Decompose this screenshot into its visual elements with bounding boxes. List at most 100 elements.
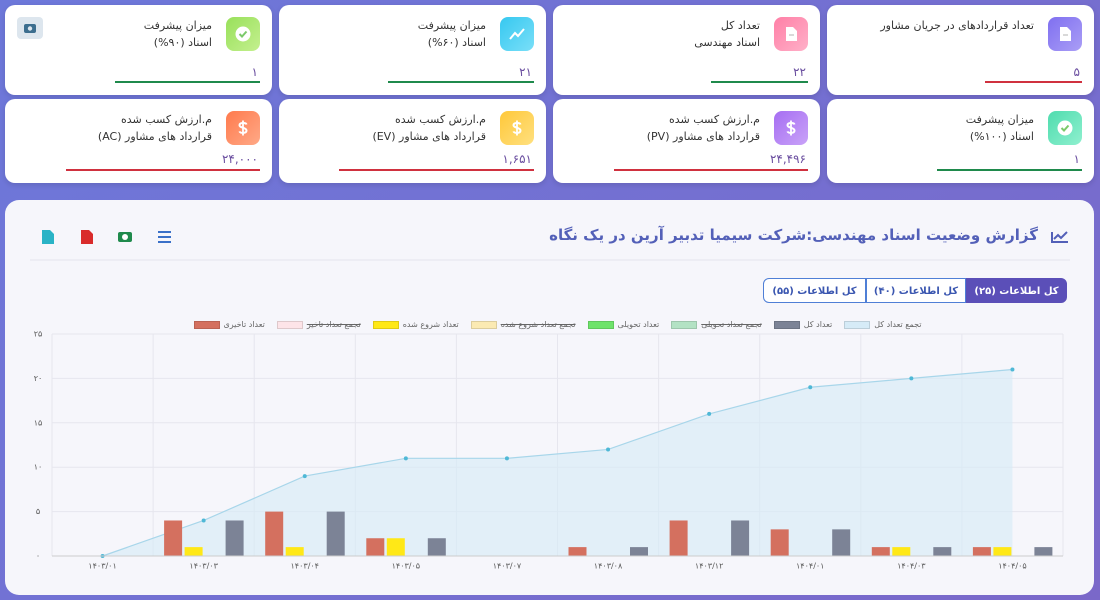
- card-title: تعداد قراردادهای در جریان مشاور: [880, 19, 1034, 32]
- bar: [770, 529, 789, 556]
- card-title: م.ارزش کسب شده: [394, 113, 486, 126]
- legend-label: تعداد تحویلی: [617, 320, 660, 329]
- legend-label: تجمع تعداد تحویلی: [701, 320, 762, 329]
- card-value: ۲۴,۰۰۰: [221, 152, 258, 166]
- legend-item[interactable]: تعداد تحویلی: [587, 320, 660, 329]
- stat-card: میزان پیشرفت اسناد (۶۰%) ۲۱: [279, 5, 546, 95]
- chart-icon: [1051, 231, 1068, 243]
- stat-card: م.ارزش کسب شده قرارداد های مشاور (AC) ۲۴,۰…: [5, 99, 272, 183]
- bar: [669, 520, 688, 556]
- legend-swatch: [587, 320, 614, 329]
- legend-swatch: [372, 320, 399, 329]
- y-tick-label: ۵: [36, 507, 40, 516]
- card-text: میزان پیشرفت اسناد (۹۰%): [144, 17, 212, 51]
- card-text: م.ارزش کسب شده قرارداد های مشاور (PV): [647, 111, 760, 145]
- stat-card: میزان پیشرفت اسناد (۹۰%) ۱: [5, 5, 272, 95]
- area-point: [403, 456, 408, 461]
- card-subtitle: قرارداد های مشاور (PV): [646, 130, 760, 143]
- x-tick-label: ۱۴۰۳/۰۱: [88, 562, 116, 571]
- card-value: ۵: [1073, 65, 1080, 79]
- legend-item[interactable]: تجمع تعداد کل: [844, 320, 922, 329]
- bar: [427, 538, 446, 556]
- legend-item[interactable]: تجمع تعداد تاخیر: [276, 320, 361, 329]
- legend-swatch: [844, 320, 871, 329]
- bar: [892, 547, 911, 556]
- area-point: [707, 411, 712, 416]
- legend-item[interactable]: تعداد کل: [773, 320, 832, 329]
- card-icon: [226, 17, 260, 51]
- bar: [630, 547, 648, 556]
- x-tick-label: ۱۴۰۴/۰۳: [897, 562, 926, 571]
- card-subtitle: اسناد (۱۰۰%): [969, 130, 1034, 143]
- x-tick-label: ۱۴۰۴/۰۵: [998, 562, 1026, 571]
- x-tick-label: ۱۴۰۳/۰۴: [291, 562, 319, 571]
- y-tick-label: ۲۵: [34, 330, 43, 339]
- card-subtitle: اسناد (۶۰%): [427, 36, 486, 49]
- bar: [1034, 547, 1053, 556]
- stat-card: تعداد کل اسناد مهندسی ۲۲: [553, 5, 820, 95]
- card-bar: [937, 169, 1082, 171]
- card-value: ۱: [251, 65, 258, 79]
- legend-swatch: [470, 320, 497, 329]
- overlay: [17, 17, 43, 39]
- card-icon: [1048, 111, 1082, 145]
- tab-button[interactable]: کل اطلاعات (۵۵): [763, 278, 866, 303]
- bar: [386, 538, 405, 556]
- bar: [993, 547, 1012, 556]
- icon-glyph: [786, 27, 797, 41]
- card-icon: [226, 111, 260, 145]
- bar: [326, 511, 345, 556]
- card-bar: [711, 81, 808, 83]
- pdf-button[interactable]: [81, 230, 93, 244]
- y-tick-label: ۲۰: [34, 374, 43, 383]
- camera-button[interactable]: [118, 232, 132, 242]
- legend-item[interactable]: تعداد شروع شده: [372, 320, 459, 329]
- bar: [285, 547, 304, 556]
- stat-card: م.ارزش کسب شده قرارداد های مشاور (EV) ۱,۶۵…: [279, 99, 546, 183]
- excel-button[interactable]: [42, 230, 54, 244]
- legend-swatch: [276, 320, 303, 329]
- bar: [871, 547, 890, 556]
- icon-glyph: [1057, 120, 1073, 136]
- bar: [832, 529, 851, 556]
- card-text: میزان پیشرفت اسناد (۶۰%): [418, 17, 486, 51]
- card-value: ۱: [1073, 152, 1080, 166]
- card-bar: [66, 169, 260, 171]
- legend-swatch: [671, 320, 698, 329]
- card-icon: [1048, 17, 1082, 51]
- card-value: ۲۱: [519, 65, 532, 79]
- tab-button[interactable]: کل اطلاعات (۴۰): [866, 278, 966, 303]
- legend-swatch: [193, 320, 220, 329]
- card-icon: [500, 17, 534, 51]
- card-title: م.ارزش کسب شده: [668, 113, 760, 126]
- card-value: ۲۲: [793, 65, 806, 79]
- legend-label: تجمع تعداد تاخیر: [306, 320, 361, 329]
- legend-item[interactable]: تجمع تعداد تحویلی: [671, 320, 762, 329]
- x-tick-label: ۱۴۰۳/۰۳: [189, 562, 218, 571]
- y-tick-label: ۱۰: [34, 463, 43, 472]
- list-button[interactable]: [157, 231, 171, 243]
- x-tick-label: ۱۴۰۳/۰۷: [493, 562, 522, 571]
- x-tick-label: ۱۴۰۴/۰۱: [796, 562, 824, 571]
- screenshot-button[interactable]: [17, 17, 43, 39]
- card-subtitle: اسناد (۹۰%): [153, 36, 212, 49]
- area-fill: [102, 369, 1013, 556]
- icon-glyph: [238, 120, 248, 136]
- card-value: ۲۴,۴۹۶: [769, 152, 806, 166]
- card-icon: [500, 111, 534, 145]
- legend: تجمع تعداد کل تعداد کل تجمع تعداد تحویلی تع…: [52, 320, 1063, 329]
- legend-item[interactable]: تعداد تاخیری: [193, 320, 265, 329]
- bar: [568, 547, 587, 556]
- card-bar: [985, 81, 1082, 83]
- tab-button[interactable]: کل اطلاعات (۲۵): [966, 278, 1067, 303]
- card-text: م.ارزش کسب شده قرارداد های مشاور (AC): [98, 111, 212, 145]
- card-bar: [115, 81, 260, 83]
- icon-glyph: [509, 28, 525, 40]
- stat-card: تعداد قراردادهای در جریان مشاور ۵: [827, 5, 1094, 95]
- legend-item[interactable]: تجمع تعداد شروع شده: [470, 320, 576, 329]
- report-title: گزارش وضعیت اسناد مهندسی:شرکت سیمیا تدبی…: [549, 226, 1038, 244]
- area-point: [504, 456, 509, 461]
